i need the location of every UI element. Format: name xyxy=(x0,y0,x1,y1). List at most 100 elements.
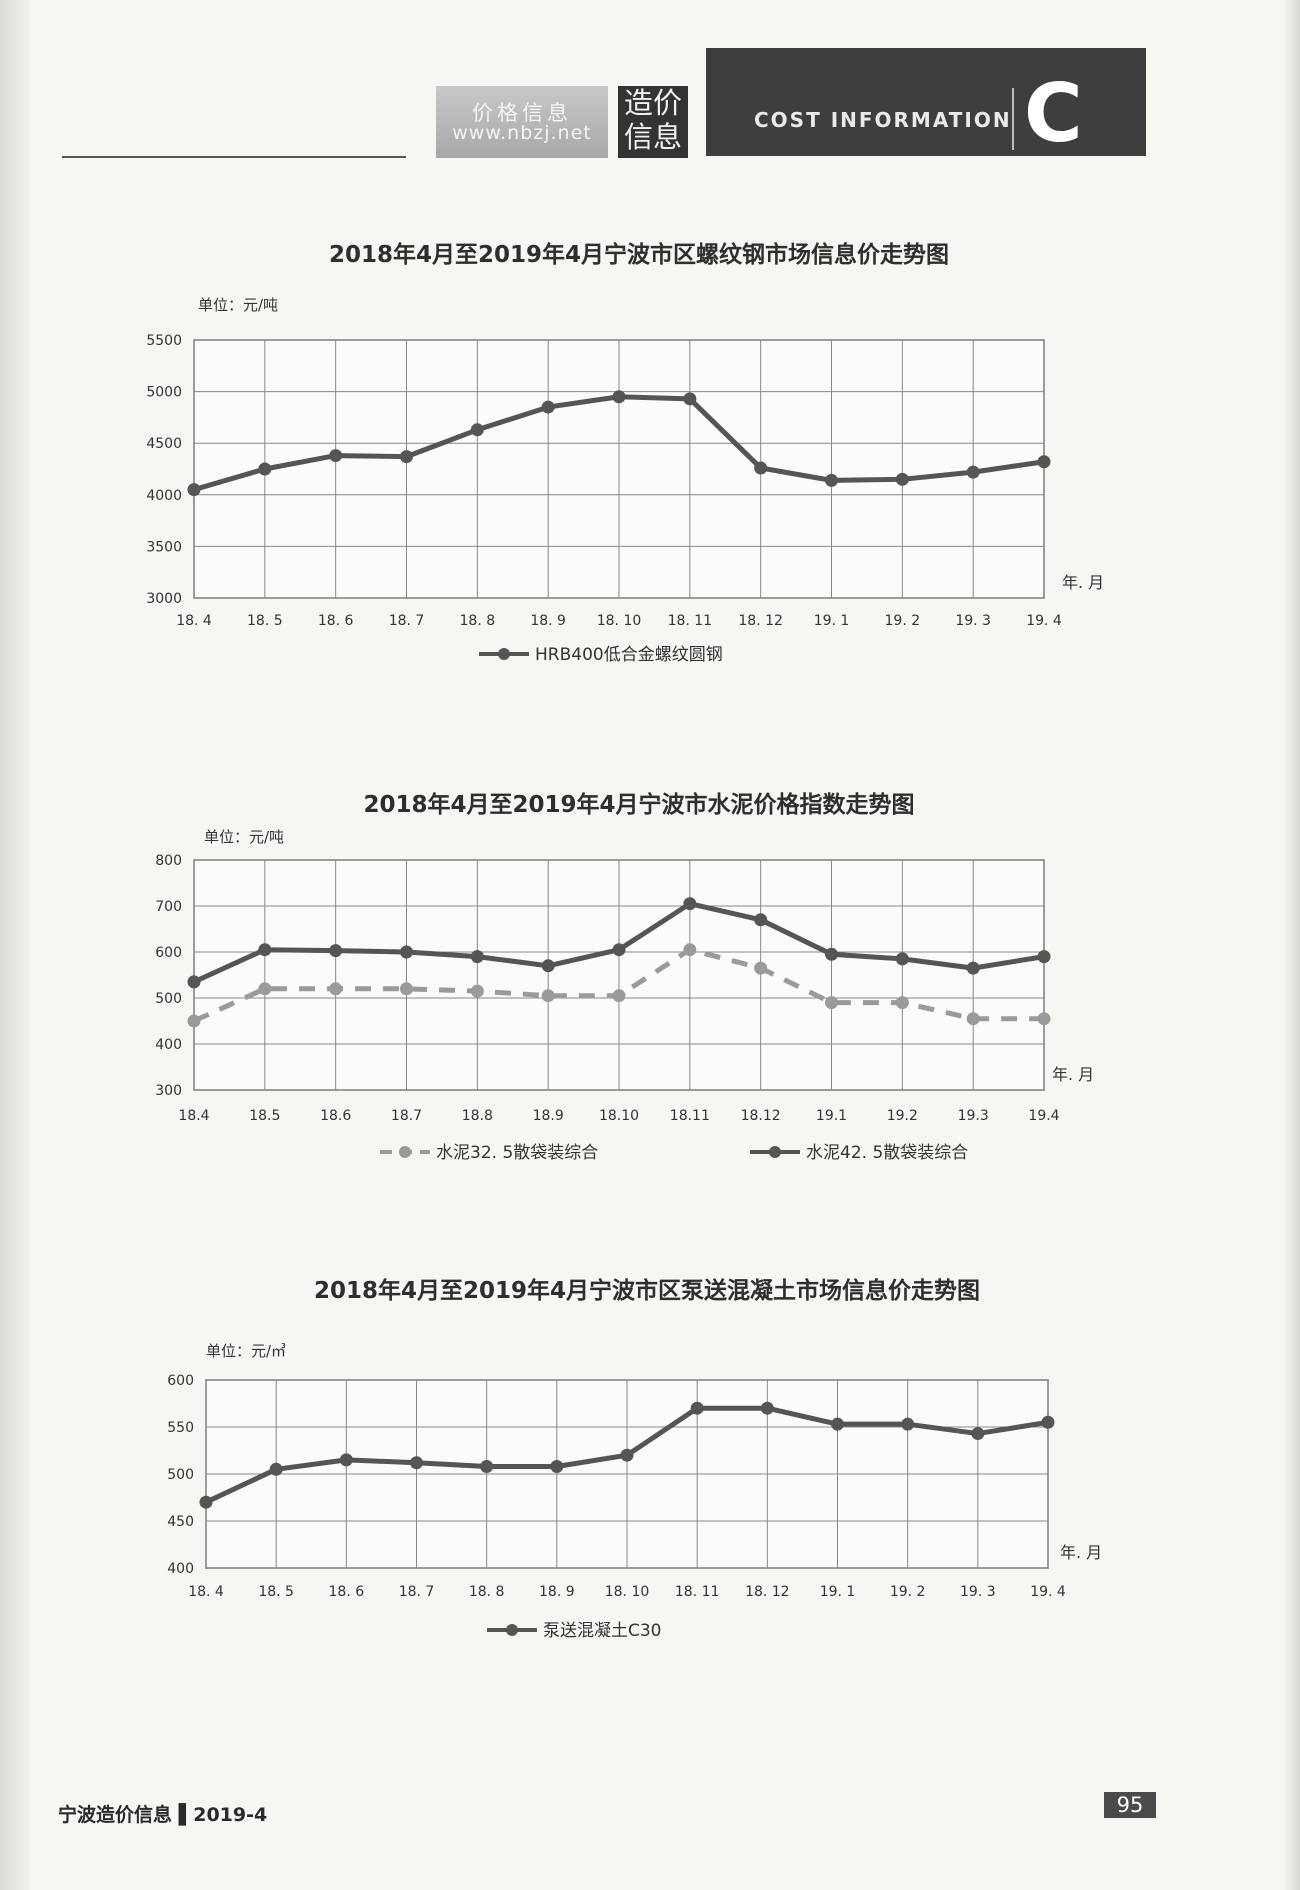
data-point xyxy=(329,982,343,996)
data-point xyxy=(754,913,768,927)
unit-label: 单位：元/吨 xyxy=(204,828,284,846)
y-tick-label: 600 xyxy=(155,945,182,961)
x-tick-label: 18. 7 xyxy=(389,613,425,629)
page-edge-shadow xyxy=(1286,0,1300,1890)
page-spine-shadow xyxy=(0,0,30,1890)
legend-label: 水泥32. 5散袋装综合 xyxy=(436,1143,598,1163)
data-point xyxy=(612,943,626,957)
x-tick-label: 18.4 xyxy=(178,1108,209,1124)
x-tick-label: 18.11 xyxy=(670,1108,710,1124)
publication-footer: 宁波造价信息 ▌2019-4 xyxy=(58,1804,268,1826)
y-tick-label: 800 xyxy=(155,853,182,869)
x-tick-label: 18. 10 xyxy=(597,613,642,629)
data-point xyxy=(199,1495,213,1509)
banner-letter: C xyxy=(1024,67,1083,160)
data-point xyxy=(258,462,272,476)
concrete-price-chart: 2018年4月至2019年4月宁波市区泵送混凝土市场信息价走势图 单位：元/㎥ 40… xyxy=(0,1260,1300,1680)
chart-title: 2018年4月至2019年4月宁波市水泥价格指数走势图 xyxy=(363,791,914,818)
y-tick-label: 4500 xyxy=(146,436,182,452)
data-point xyxy=(470,423,484,437)
x-tick-label: 18. 8 xyxy=(460,613,496,629)
data-point xyxy=(339,1453,353,1467)
data-point xyxy=(1037,455,1051,469)
x-tick-label: 18.6 xyxy=(320,1108,351,1124)
x-tick-label: 18. 11 xyxy=(668,613,713,629)
x-tick-label: 18. 10 xyxy=(605,1584,650,1600)
y-tick-label: 700 xyxy=(155,899,182,915)
data-point xyxy=(612,989,626,1003)
data-point xyxy=(269,1462,283,1476)
x-tick-label: 19.1 xyxy=(816,1108,847,1124)
x-tick-label: 19. 2 xyxy=(885,613,921,629)
x-tick-label: 18. 9 xyxy=(530,613,566,629)
x-tick-label: 18.9 xyxy=(533,1108,564,1124)
data-point xyxy=(187,483,201,497)
x-tick-label: 18. 6 xyxy=(329,1584,365,1600)
data-point xyxy=(400,945,413,959)
y-tick-label: 500 xyxy=(155,991,182,1007)
legend-swatch-marker xyxy=(506,1624,518,1636)
y-tick-label: 450 xyxy=(167,1514,194,1530)
x-tick-label: 19. 4 xyxy=(1030,1584,1066,1600)
x-axis-label: 年. 月 xyxy=(1060,1543,1102,1562)
data-point xyxy=(825,996,838,1010)
data-point xyxy=(825,947,838,961)
x-tick-label: 18. 5 xyxy=(247,613,283,629)
y-tick-label: 400 xyxy=(155,1037,182,1053)
legend-label: HRB400低合金螺纹圆钢 xyxy=(535,645,723,665)
data-point xyxy=(1037,1012,1051,1026)
data-point xyxy=(966,961,980,975)
data-point xyxy=(901,1417,915,1431)
x-tick-label: 19.2 xyxy=(887,1108,918,1124)
brand-logo-line1: 造价 xyxy=(623,86,682,120)
brand-logo: 造价 信息 xyxy=(618,86,688,158)
x-tick-label: 18.7 xyxy=(391,1108,422,1124)
site-logo-name: 价格信息 xyxy=(472,101,572,125)
data-point xyxy=(550,1459,564,1473)
chart-title: 2018年4月至2019年4月宁波市区螺纹钢市场信息价走势图 xyxy=(329,241,949,268)
x-tick-label: 18.8 xyxy=(462,1108,493,1124)
legend-swatch-marker xyxy=(769,1146,781,1158)
data-point xyxy=(895,472,909,486)
y-tick-label: 500 xyxy=(167,1467,194,1483)
data-point xyxy=(400,982,413,996)
header-banner: COST INFORMATION C xyxy=(706,48,1146,156)
data-point xyxy=(895,952,909,966)
banner-separator xyxy=(1012,88,1014,150)
data-point xyxy=(683,943,697,957)
data-point xyxy=(410,1456,423,1470)
site-logo-url: www.nbzj.net xyxy=(452,122,592,145)
y-tick-label: 5500 xyxy=(146,333,182,349)
data-point xyxy=(1041,1415,1055,1429)
cement-price-chart: 2018年4月至2019年4月宁波市水泥价格指数走势图单位：元/吨 300 400 5… xyxy=(0,780,1300,1200)
unit-label: 单位：元/㎥ xyxy=(206,1342,286,1360)
x-tick-label: 19. 4 xyxy=(1026,613,1062,629)
header-rule xyxy=(62,156,406,158)
x-tick-label: 18. 12 xyxy=(738,613,783,629)
page-number: 95 xyxy=(1104,1792,1156,1818)
x-tick-label: 18. 12 xyxy=(745,1584,790,1600)
data-point xyxy=(258,943,272,957)
site-logo: 价格信息 www.nbzj.net xyxy=(436,86,608,158)
legend-swatch-marker xyxy=(399,1146,411,1158)
x-tick-label: 18. 7 xyxy=(399,1584,435,1600)
x-tick-label: 18. 4 xyxy=(188,1584,224,1600)
x-tick-label: 19. 3 xyxy=(955,613,991,629)
data-point xyxy=(966,465,980,479)
x-tick-label: 18. 4 xyxy=(176,613,212,629)
data-point xyxy=(825,473,838,487)
y-tick-label: 550 xyxy=(167,1420,194,1436)
brand-logo-line2: 信息 xyxy=(623,120,682,154)
x-tick-label: 18. 6 xyxy=(318,613,354,629)
data-point xyxy=(966,1012,980,1026)
data-point xyxy=(541,959,555,973)
y-tick-label: 4000 xyxy=(146,488,182,504)
y-tick-label: 300 xyxy=(155,1083,182,1099)
x-tick-label: 19. 1 xyxy=(820,1584,856,1600)
banner-text: COST INFORMATION xyxy=(754,108,1012,132)
data-point xyxy=(683,897,697,911)
unit-label: 单位：元/吨 xyxy=(198,296,278,314)
